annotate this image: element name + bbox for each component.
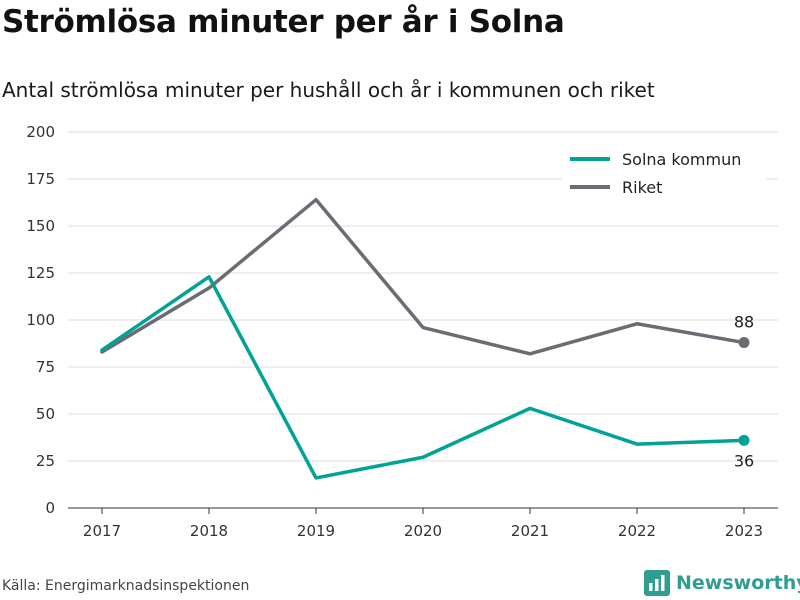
x-axis: 2017 2018 2019 2020 2021 2022 2023 bbox=[68, 507, 778, 540]
x-tick-label: 2017 bbox=[83, 522, 121, 540]
x-tick-label: 2021 bbox=[511, 522, 549, 540]
y-tick-label: 50 bbox=[36, 405, 55, 423]
y-tick-label: 150 bbox=[26, 217, 55, 235]
x-tick-label: 2018 bbox=[190, 522, 228, 540]
y-tick-label: 175 bbox=[26, 170, 55, 188]
bar-chart-logo-icon bbox=[644, 570, 670, 596]
x-tick-label: 2023 bbox=[725, 522, 763, 540]
y-tick-label: 25 bbox=[36, 452, 55, 470]
y-axis-tick-labels: 0 25 50 75 100 125 150 175 200 bbox=[26, 123, 55, 517]
y-tick-label: 0 bbox=[45, 499, 55, 517]
legend-background bbox=[562, 144, 766, 204]
end-point-marker bbox=[738, 337, 750, 349]
y-tick-label: 200 bbox=[26, 123, 55, 141]
x-tick-label: 2022 bbox=[618, 522, 656, 540]
series-lines: 88 36 bbox=[100, 197, 754, 480]
y-tick-label: 75 bbox=[36, 358, 55, 376]
brand-name: Newsworthy bbox=[676, 572, 800, 594]
x-tick-label: 2019 bbox=[297, 522, 335, 540]
end-value-label: 36 bbox=[734, 451, 754, 470]
series-line-riket bbox=[100, 197, 746, 356]
chart-subtitle: Antal strömlösa minuter per hushåll och … bbox=[2, 78, 655, 102]
source-note: Källa: Energimarknadsinspektionen bbox=[2, 578, 250, 594]
brand-logo: Newsworthy bbox=[644, 570, 800, 596]
end-value-label: 88 bbox=[734, 313, 754, 332]
legend-label: Solna kommun bbox=[622, 150, 741, 169]
chart-title: Strömlösa minuter per år i Solna bbox=[2, 4, 565, 40]
end-point-marker bbox=[738, 434, 750, 446]
legend: Solna kommun Riket bbox=[562, 144, 766, 204]
x-tick-label: 2020 bbox=[404, 522, 442, 540]
y-tick-label: 125 bbox=[26, 264, 55, 282]
y-tick-label: 100 bbox=[26, 311, 55, 329]
legend-label: Riket bbox=[622, 178, 662, 197]
series-line-solna bbox=[100, 275, 746, 480]
